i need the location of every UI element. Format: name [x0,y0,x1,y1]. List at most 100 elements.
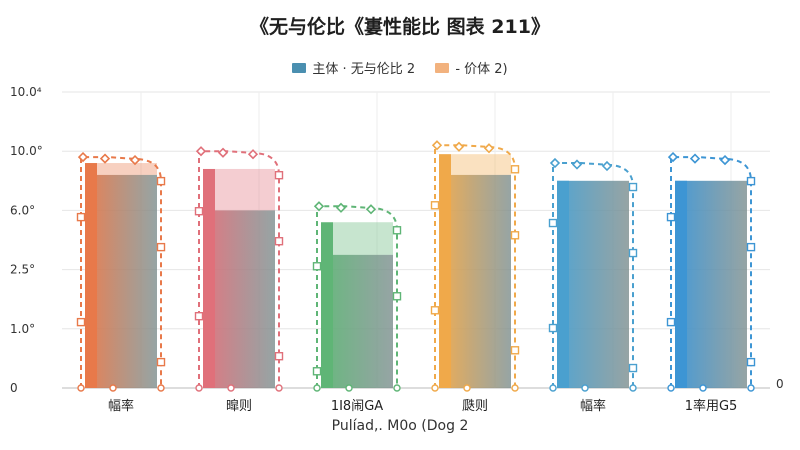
side-marker [628,363,638,373]
side-marker [194,206,204,216]
bar-series-1 [675,180,747,388]
bar-series-2 [451,154,511,175]
top-marker [667,151,679,163]
side-marker [746,176,756,186]
side-marker [156,357,166,367]
baseline-marker [227,384,235,392]
bar-outline-dashed [198,150,280,388]
legend-label-series-1: 主体 · 无与伦比 2 [312,62,416,77]
side-marker [548,218,558,228]
top-marker [549,157,561,169]
top-marker [335,202,347,213]
top-marker [129,154,141,166]
legend-swatch-series-2 [435,62,450,73]
y-tick-label: 0 [10,381,18,395]
side-marker [666,317,676,327]
bar-accent [675,180,687,388]
side-marker [156,176,166,186]
side-marker [274,170,284,180]
side-marker [194,312,204,321]
baseline-marker [581,384,589,392]
y-tick-label: 10.0° [10,144,43,158]
top-marker [431,140,443,151]
bar-outline-dashed [434,144,516,388]
side-marker [510,165,520,174]
bar-series-1 [557,180,629,388]
bar-series-2 [333,222,393,255]
x-tick-label: 1I8闹GA [331,399,383,414]
side-marker [274,236,284,246]
bar-series-2 [97,163,157,175]
top-marker [719,154,731,166]
bar-series-1 [321,254,393,388]
baseline-marker [667,384,675,392]
bar-series-1 [85,174,157,388]
baseline-marker [275,384,283,392]
bar-accent [439,154,451,388]
baseline-marker [629,384,637,392]
top-marker [453,141,465,152]
y-tick-label: 1.0° [10,322,35,336]
side-marker [666,212,676,222]
baseline-marker [549,384,557,392]
side-marker [76,212,86,222]
bar-outline-dashed [670,156,752,388]
side-marker [510,346,520,355]
side-marker [746,357,756,367]
side-marker [76,317,86,327]
side-marker [312,262,322,271]
baseline-marker [157,384,165,392]
side-marker [548,323,558,333]
baseline-marker [431,384,439,392]
baseline-marker [77,384,85,392]
top-marker [483,143,495,154]
top-marker [601,160,613,172]
baseline-marker [109,384,117,392]
baseline-marker [393,384,401,392]
chart-legend: 主体 · 无与伦比 2 - 价体 2) [0,58,800,77]
legend-label-series-2: - 价体 2) [455,62,508,77]
top-marker [195,146,207,157]
baseline-marker [313,384,321,392]
y-tick-label: 6.0° [10,203,35,217]
side-marker [392,226,402,235]
top-marker [365,204,377,215]
side-marker [312,367,322,376]
bar-outline-dashed [80,156,162,388]
bar-series-1 [439,174,511,388]
x-axis-label: Pulíad,. M0o (Dog 2 [331,418,469,434]
top-marker [571,159,583,170]
legend-item-series-2[interactable]: - 价体 2) [435,58,508,77]
bar-outline-dashed [316,205,398,388]
legend-swatch-series-1 [292,62,307,73]
top-marker [99,153,111,164]
side-marker [430,306,440,315]
bar-series-2 [215,168,275,211]
side-marker [628,182,638,192]
y-tick-label: 10.0⁴ [10,85,42,99]
bar-outline-dashed [552,162,634,388]
right-axis-label: 0 [776,377,784,391]
side-marker [746,242,756,252]
x-tick-label: 幅率 [580,398,606,414]
baseline-marker [747,384,755,392]
baseline-marker [345,384,353,392]
top-marker [689,153,701,164]
side-marker [430,201,440,210]
y-tick-label: 2.5° [10,263,35,277]
top-marker [77,151,89,163]
side-marker [392,292,402,301]
top-marker [247,149,259,160]
top-marker [217,147,229,158]
x-tick-label: 1率用G5 [685,398,738,414]
legend-item-series-1[interactable]: 主体 · 无与伦比 2 [292,58,415,77]
side-marker [510,231,520,240]
side-marker [156,242,166,252]
bar-series-1 [203,210,275,388]
x-tick-label: 暭则 [226,399,252,414]
side-marker [628,248,638,258]
bar-accent [203,168,215,388]
baseline-marker [463,384,471,392]
bar-accent [557,180,569,388]
baseline-marker [699,384,707,392]
